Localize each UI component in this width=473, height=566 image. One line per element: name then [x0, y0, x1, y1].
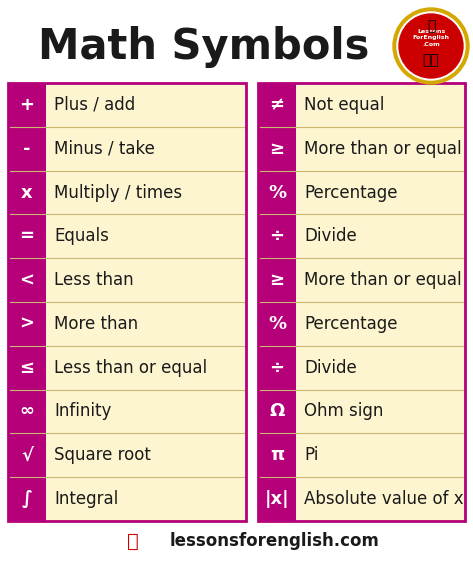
Text: Minus / take: Minus / take: [54, 140, 155, 158]
Bar: [46, 258, 246, 302]
Bar: [296, 127, 465, 170]
Bar: [8, 302, 46, 346]
Bar: [296, 170, 465, 215]
Text: Ohm sign: Ohm sign: [304, 402, 384, 421]
Text: More than: More than: [54, 315, 138, 333]
Bar: [46, 389, 246, 434]
Bar: [46, 434, 246, 477]
Text: =: =: [19, 228, 35, 245]
Text: Integral: Integral: [54, 490, 118, 508]
Text: ≠: ≠: [270, 96, 285, 114]
Text: <: <: [19, 271, 35, 289]
Bar: [46, 215, 246, 258]
Bar: [8, 83, 246, 521]
Bar: [258, 346, 296, 389]
Text: ≥: ≥: [270, 140, 285, 158]
Text: Multiply / times: Multiply / times: [54, 183, 182, 201]
Text: More than or equal: More than or equal: [304, 140, 462, 158]
Text: Infinity: Infinity: [54, 402, 111, 421]
Bar: [258, 215, 296, 258]
Text: ≤: ≤: [19, 359, 35, 377]
Bar: [46, 346, 246, 389]
Bar: [46, 83, 246, 127]
Text: Percentage: Percentage: [304, 183, 397, 201]
Text: 🇬🇧: 🇬🇧: [422, 53, 439, 67]
Bar: [296, 434, 465, 477]
Bar: [8, 170, 46, 215]
Text: 🎓: 🎓: [427, 19, 435, 33]
Text: >: >: [19, 315, 35, 333]
Text: ≥: ≥: [270, 271, 285, 289]
Text: √: √: [21, 447, 33, 464]
Text: |x|: |x|: [265, 490, 289, 508]
Bar: [8, 258, 46, 302]
Text: %: %: [268, 315, 286, 333]
Bar: [8, 127, 46, 170]
Bar: [8, 389, 46, 434]
Text: Plus / add: Plus / add: [54, 96, 135, 114]
Bar: [296, 83, 465, 127]
Text: Less than or equal: Less than or equal: [54, 359, 207, 377]
Bar: [8, 346, 46, 389]
Bar: [296, 258, 465, 302]
Text: ÷: ÷: [270, 228, 284, 245]
Text: lessonsforenglish.com: lessonsforenglish.com: [169, 533, 379, 551]
Bar: [46, 477, 246, 521]
Text: ∫: ∫: [21, 490, 33, 508]
Bar: [8, 83, 46, 127]
Text: Equals: Equals: [54, 228, 109, 245]
Text: Divide: Divide: [304, 228, 357, 245]
Circle shape: [399, 14, 463, 78]
Bar: [258, 170, 296, 215]
Bar: [296, 215, 465, 258]
Text: Absolute value of x: Absolute value of x: [304, 490, 464, 508]
Bar: [258, 302, 296, 346]
Bar: [258, 389, 296, 434]
Text: 🌐: 🌐: [127, 532, 138, 551]
Text: Not equal: Not equal: [304, 96, 385, 114]
Text: Ω: Ω: [269, 402, 285, 421]
Text: -: -: [23, 140, 31, 158]
Bar: [8, 477, 46, 521]
Text: %: %: [268, 183, 286, 201]
Text: ÷: ÷: [270, 359, 284, 377]
Bar: [296, 389, 465, 434]
Bar: [8, 434, 46, 477]
Bar: [296, 346, 465, 389]
Bar: [8, 215, 46, 258]
Text: Math Symbols: Math Symbols: [38, 26, 369, 68]
Text: +: +: [19, 96, 35, 114]
Bar: [258, 258, 296, 302]
Bar: [46, 170, 246, 215]
Bar: [46, 302, 246, 346]
Text: More than or equal: More than or equal: [304, 271, 462, 289]
Circle shape: [393, 8, 469, 84]
Text: Percentage: Percentage: [304, 315, 397, 333]
Text: x: x: [21, 183, 33, 201]
Text: π: π: [270, 447, 284, 464]
Text: Square root: Square root: [54, 447, 151, 464]
Bar: [46, 127, 246, 170]
Bar: [296, 302, 465, 346]
Bar: [258, 434, 296, 477]
Text: ∞: ∞: [19, 402, 35, 421]
Bar: [258, 477, 296, 521]
Bar: [258, 127, 296, 170]
Bar: [258, 83, 296, 127]
Text: Lessons
ForEnglish
.Com: Lessons ForEnglish .Com: [412, 29, 449, 47]
Text: Pi: Pi: [304, 447, 318, 464]
Circle shape: [397, 12, 465, 80]
Bar: [258, 83, 465, 521]
Text: Less than: Less than: [54, 271, 134, 289]
Bar: [296, 477, 465, 521]
Text: Divide: Divide: [304, 359, 357, 377]
